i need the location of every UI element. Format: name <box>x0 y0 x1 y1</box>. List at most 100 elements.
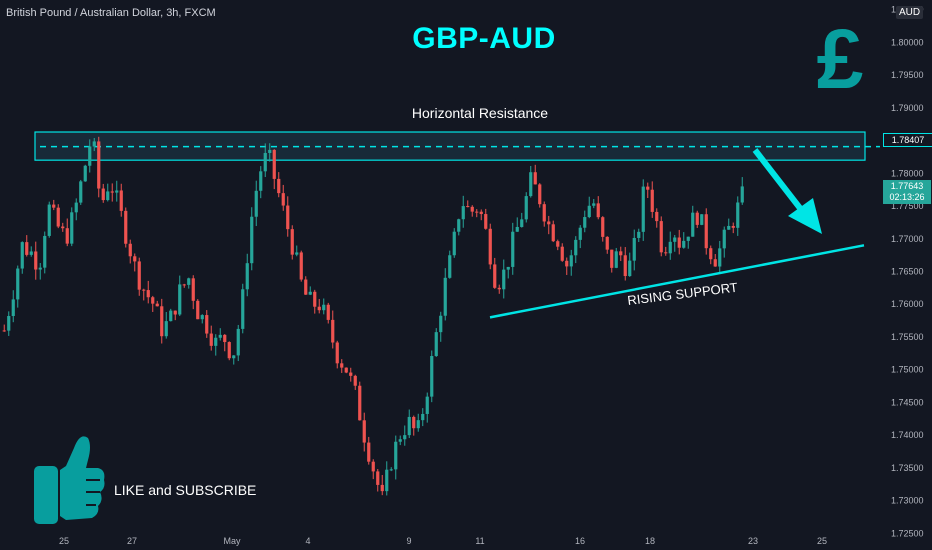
candle-down <box>664 252 668 254</box>
candle-down <box>326 304 330 320</box>
candle-down <box>709 248 713 260</box>
rising-support-line <box>489 244 865 319</box>
candle-down <box>61 226 65 229</box>
candle-down <box>713 259 717 267</box>
candle-up <box>668 241 672 254</box>
candle-up <box>169 310 173 322</box>
candle-up <box>637 231 641 238</box>
candle-down <box>605 236 609 250</box>
candle-down <box>650 189 654 212</box>
candle-down <box>65 228 69 244</box>
candle-up <box>236 328 240 356</box>
candle-up <box>457 219 461 232</box>
candle-up <box>686 236 690 241</box>
x-tick-label: 27 <box>127 536 137 546</box>
candle-up <box>268 149 272 153</box>
y-tick-label: 1.76500 <box>891 267 924 277</box>
y-tick-label: 1.75000 <box>891 365 924 375</box>
pound-sterling-icon: £ <box>816 12 864 106</box>
candle-up <box>83 165 87 182</box>
y-tick-label: 1.74500 <box>891 397 924 407</box>
candle-down <box>466 206 470 208</box>
candle-down <box>97 141 101 189</box>
candle-down <box>160 306 164 337</box>
candle-up <box>461 206 465 220</box>
candle-down <box>290 229 294 255</box>
candle-up <box>673 237 677 242</box>
candle-up <box>430 356 434 397</box>
candle-down <box>155 303 159 307</box>
candle-up <box>218 334 222 338</box>
candle-down <box>551 224 555 242</box>
candle-up <box>425 396 429 414</box>
candle-up <box>569 255 573 267</box>
candle-down <box>304 279 308 295</box>
candle-down <box>331 319 335 343</box>
candle-down <box>659 221 663 253</box>
candle-down <box>596 203 600 218</box>
candle-down <box>313 291 317 307</box>
candle-down <box>335 342 339 364</box>
candle-down <box>128 243 132 257</box>
current-price-label: 1.77643 02:13:26 <box>883 180 931 204</box>
candle-up <box>448 255 452 278</box>
candle-up <box>322 304 326 311</box>
candle-up <box>641 186 645 232</box>
candle-down <box>110 191 114 193</box>
candle-up <box>70 212 74 244</box>
candle-up <box>520 219 524 227</box>
candle-up <box>628 260 632 277</box>
candle-up <box>394 441 398 470</box>
candle-up <box>43 235 47 268</box>
candle-down <box>556 241 560 247</box>
candle-up <box>241 289 245 329</box>
candle-down <box>497 287 501 290</box>
price-axis[interactable]: 1.72500 1.73000 1.73500 1.74000 1.74500 1.750… <box>891 5 924 539</box>
candle-down <box>317 306 321 311</box>
y-tick-label: 1.79500 <box>891 70 924 80</box>
candle-down <box>223 334 227 343</box>
candle-up <box>452 231 456 256</box>
candle-up <box>308 291 312 295</box>
candle-up <box>443 277 447 316</box>
candle-up <box>407 416 411 436</box>
time-axis[interactable]: 25 27 May 4 9 11 16 18 23 25 <box>59 536 827 546</box>
candle-down <box>25 242 29 255</box>
candle-up <box>718 248 722 267</box>
down-arrow <box>752 148 822 234</box>
candle-down <box>695 212 699 225</box>
candle-down <box>731 225 735 228</box>
candle-up <box>722 229 726 249</box>
y-tick-label: 1.72500 <box>891 528 924 538</box>
candle-up <box>214 337 218 346</box>
y-tick-label: 1.76000 <box>891 299 924 309</box>
candle-down <box>376 471 380 485</box>
y-tick-label: 1.75500 <box>891 332 924 342</box>
candle-down <box>646 186 650 190</box>
candle-down <box>479 211 483 215</box>
candle-down <box>272 149 276 179</box>
resistance-label: Horizontal Resistance <box>411 105 549 121</box>
candle-up <box>434 332 438 357</box>
candle-down <box>677 237 681 248</box>
candle-down <box>488 228 492 265</box>
candle-down <box>601 217 605 237</box>
candle-down <box>344 367 348 373</box>
candle-up <box>385 469 389 492</box>
candle-down <box>704 214 708 249</box>
support-label: RISING SUPPORT <box>627 280 739 308</box>
candle-down <box>286 205 290 230</box>
candle-up <box>740 186 744 203</box>
candle-down <box>133 256 137 262</box>
y-tick-label: 1.78000 <box>891 168 924 178</box>
candle-up <box>398 439 402 442</box>
candle-down <box>619 251 623 256</box>
candle-up <box>682 240 686 248</box>
candle-down <box>623 255 627 277</box>
candle-up <box>691 212 695 237</box>
candle-up <box>403 435 407 440</box>
candle-down <box>538 184 542 205</box>
candle-down <box>56 207 60 227</box>
candle-up <box>416 420 420 429</box>
